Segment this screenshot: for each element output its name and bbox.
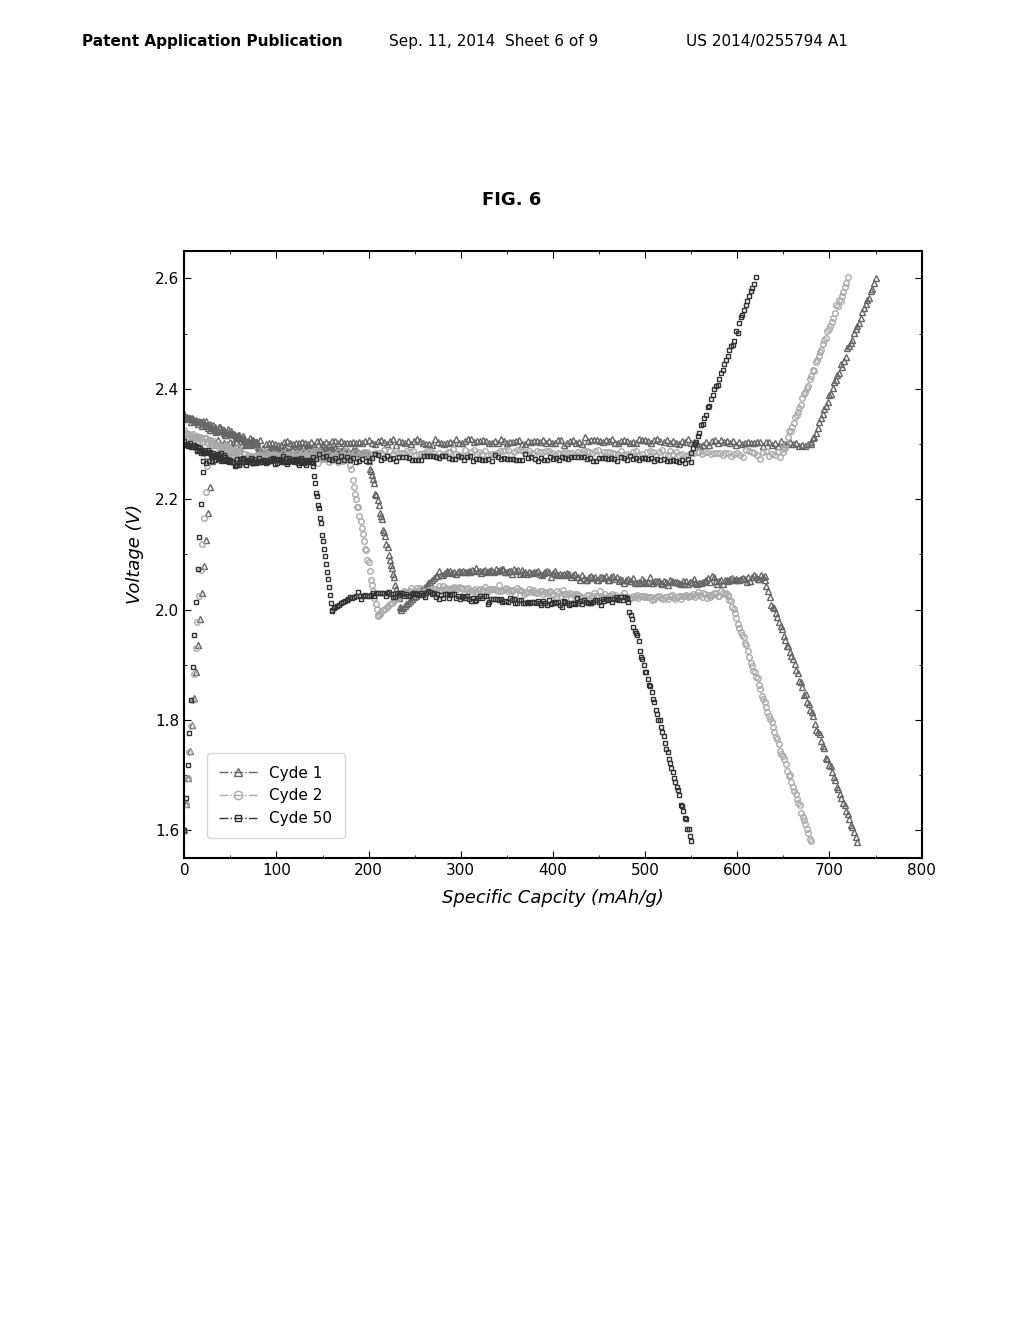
Cyde 1 <box>218 425 230 441</box>
Cyde 2 <box>394 586 407 602</box>
Line: Cyde 2: Cyde 2 <box>181 428 814 843</box>
Cyde 1 <box>851 834 863 850</box>
Cyde 50 <box>627 619 639 635</box>
Cyde 50 <box>587 594 599 610</box>
Cyde 1 <box>178 405 190 421</box>
Text: FIG. 6: FIG. 6 <box>482 190 542 209</box>
Cyde 2 <box>178 422 190 438</box>
Text: US 2014/0255794 A1: US 2014/0255794 A1 <box>686 34 848 49</box>
Line: Cyde 50: Cyde 50 <box>182 438 693 843</box>
Cyde 1 <box>803 696 815 711</box>
X-axis label: Specific Capcity (mAh/g): Specific Capcity (mAh/g) <box>442 888 664 907</box>
Cyde 50 <box>178 433 190 449</box>
Cyde 2 <box>221 438 233 454</box>
Cyde 2 <box>272 450 285 466</box>
Cyde 2 <box>805 833 817 849</box>
Legend: Cyde 1, Cyde 2, Cyde 50: Cyde 1, Cyde 2, Cyde 50 <box>207 754 344 838</box>
Cyde 50 <box>600 590 612 606</box>
Cyde 1 <box>238 432 250 447</box>
Line: Cyde 1: Cyde 1 <box>181 411 860 845</box>
Y-axis label: Voltage (V): Voltage (V) <box>126 504 144 605</box>
Cyde 1 <box>767 598 779 614</box>
Cyde 50 <box>224 451 237 467</box>
Cyde 2 <box>638 589 650 605</box>
Text: Sep. 11, 2014  Sheet 6 of 9: Sep. 11, 2014 Sheet 6 of 9 <box>389 34 598 49</box>
Text: Patent Application Publication: Patent Application Publication <box>82 34 343 49</box>
Cyde 1 <box>365 463 377 479</box>
Cyde 50 <box>465 593 477 609</box>
Cyde 1 <box>368 475 380 491</box>
Cyde 2 <box>460 581 472 597</box>
Cyde 50 <box>685 833 697 849</box>
Cyde 50 <box>240 457 252 473</box>
Cyde 2 <box>206 437 218 453</box>
